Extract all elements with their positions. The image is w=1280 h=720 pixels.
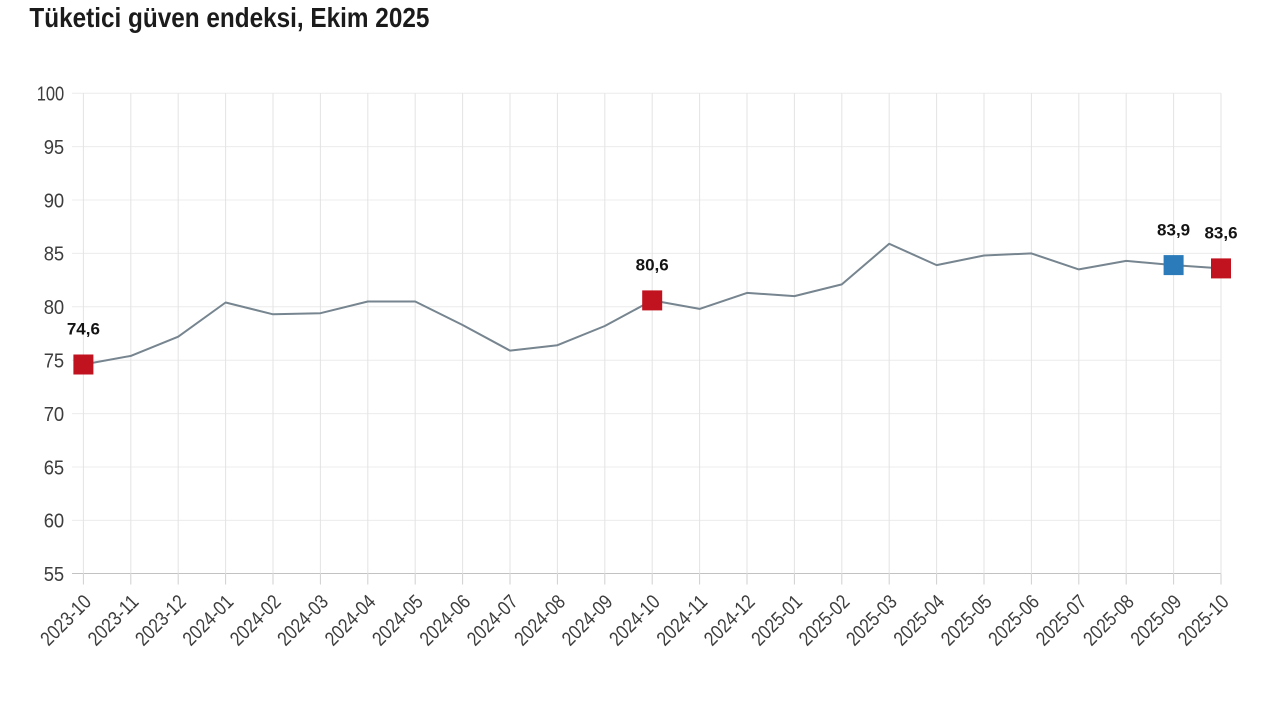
svg-text:85: 85 xyxy=(44,244,65,266)
svg-text:55: 55 xyxy=(44,564,65,586)
svg-text:95: 95 xyxy=(44,137,65,159)
svg-text:Tüketici güven endeksi, Ekim 2: Tüketici güven endeksi, Ekim 2025 xyxy=(29,2,429,33)
svg-text:70: 70 xyxy=(44,404,65,426)
svg-text:75: 75 xyxy=(44,351,65,373)
svg-text:83,9: 83,9 xyxy=(1157,220,1190,239)
svg-text:74,6: 74,6 xyxy=(67,320,100,339)
svg-text:90: 90 xyxy=(44,190,65,212)
svg-text:60: 60 xyxy=(44,511,65,533)
svg-text:83,6: 83,6 xyxy=(1204,224,1237,243)
svg-text:80,6: 80,6 xyxy=(636,256,669,275)
svg-text:65: 65 xyxy=(44,457,65,479)
svg-text:100: 100 xyxy=(37,84,65,106)
svg-text:80: 80 xyxy=(44,297,65,319)
